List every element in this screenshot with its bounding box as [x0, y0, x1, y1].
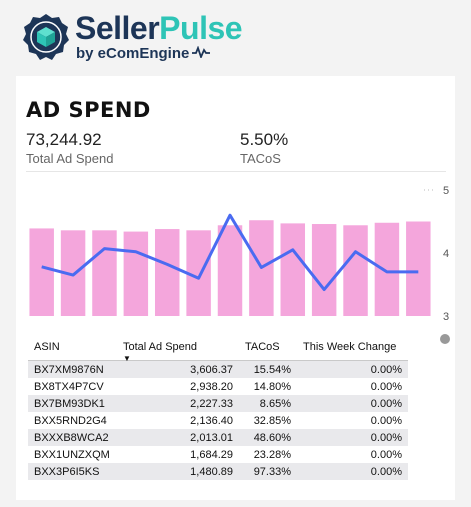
card-title: AD SPEND	[26, 98, 151, 122]
column-header-tacos[interactable]: TACoS	[239, 334, 297, 361]
tacos-label: TACoS	[240, 151, 281, 166]
sort-descending-icon: ▼	[123, 354, 131, 363]
cell-week-change: 0.00%	[297, 378, 408, 395]
column-header-asin[interactable]: ASIN	[28, 334, 117, 361]
cell-total-ad-spend: 3,606.37	[117, 360, 239, 378]
pulse-wave-icon	[192, 45, 211, 63]
cell-asin: BXXXB8WCA2	[28, 429, 117, 446]
cell-asin: BX7BM93DK1	[28, 395, 117, 412]
cell-tacos: 32.85%	[239, 412, 297, 429]
y-axis-tick-label: 4	[443, 248, 449, 260]
table-row[interactable]: BX7BM93DK1 2,227.33 8.65% 0.00%	[28, 395, 408, 412]
cell-tacos: 14.80%	[239, 378, 297, 395]
ad-spend-chart[interactable]: 5 4 3	[16, 180, 455, 330]
chart-bar[interactable]	[217, 225, 243, 316]
cell-tacos: 97.33%	[239, 463, 297, 480]
brand-part-seller: Seller	[75, 10, 160, 46]
chart-bar[interactable]	[154, 229, 180, 316]
total-ad-spend-label: Total Ad Spend	[26, 151, 114, 166]
cell-total-ad-spend: 2,227.33	[117, 395, 239, 412]
total-ad-spend-value: 73,244.92	[26, 130, 102, 149]
table-row[interactable]: BXX3P6I5KS 1,480.89 97.33% 0.00%	[28, 463, 408, 480]
chart-bar[interactable]	[123, 231, 149, 316]
y-axis-tick-label: 3	[443, 311, 449, 323]
chart-bar[interactable]	[29, 228, 54, 316]
tacos-value: 5.50%	[240, 130, 289, 149]
byline-text: by eComEngine	[76, 45, 190, 62]
cell-tacos: 8.65%	[239, 395, 297, 412]
chart-bar[interactable]	[280, 223, 306, 316]
cube-gear-icon	[22, 12, 70, 62]
column-header-total-ad-spend[interactable]: Total Ad Spend ▼	[117, 334, 239, 363]
asin-table: ASIN Total Ad Spend ▼ TACoS This Week Ch…	[28, 334, 408, 480]
ad-spend-card: AD SPEND 73,244.92 Total Ad Spend 5.50% …	[16, 76, 455, 500]
chart-bar[interactable]	[406, 221, 431, 317]
chart-bar[interactable]	[92, 230, 117, 316]
cell-week-change: 0.00%	[297, 446, 408, 463]
cell-asin: BX8TX4P7CV	[28, 378, 117, 395]
cell-asin: BX7XM9876N	[28, 360, 117, 378]
cell-asin: BXX3P6I5KS	[28, 463, 117, 480]
column-header-week-change[interactable]: This Week Change	[297, 334, 408, 361]
cell-total-ad-spend: 1,480.89	[117, 463, 239, 480]
table-row[interactable]: BXXXB8WCA2 2,013.01 48.60% 0.00%	[28, 429, 408, 446]
cell-total-ad-spend: 2,013.01	[117, 429, 239, 446]
chart-bar[interactable]	[343, 225, 368, 316]
table-row[interactable]: BX7XM9876N 3,606.37 15.54% 0.00%	[28, 360, 408, 378]
brand-name: SellerPulse	[75, 10, 243, 46]
cell-total-ad-spend: 2,136.40	[117, 412, 239, 429]
table-header-row: ASIN Total Ad Spend ▼ TACoS This Week Ch…	[28, 334, 408, 363]
kpi-divider	[26, 171, 446, 172]
cell-asin: BXX5RND2G4	[28, 412, 117, 429]
cell-week-change: 0.00%	[297, 429, 408, 446]
cell-total-ad-spend: 1,684.29	[117, 446, 239, 463]
cell-week-change: 0.00%	[297, 395, 408, 412]
y-axis-tick-label: 5	[443, 185, 449, 197]
table-row[interactable]: BXX1UNZXQM 1,684.29 23.28% 0.00%	[28, 446, 408, 463]
cell-tacos: 23.28%	[239, 446, 297, 463]
column-header-total-ad-spend-label: Total Ad Spend	[123, 341, 198, 353]
cell-week-change: 0.00%	[297, 463, 408, 480]
scroll-indicator[interactable]	[440, 334, 450, 344]
chart-bar[interactable]	[311, 224, 337, 316]
cell-asin: BXX1UNZXQM	[28, 446, 117, 463]
table-row[interactable]: BXX5RND2G4 2,136.40 32.85% 0.00%	[28, 412, 408, 429]
app-header: SellerPulse by eComEngine	[0, 0, 471, 76]
chart-bar[interactable]	[374, 222, 400, 316]
cell-tacos: 15.54%	[239, 360, 297, 378]
cell-week-change: 0.00%	[297, 412, 408, 429]
cell-tacos: 48.60%	[239, 429, 297, 446]
brand-part-pulse: Pulse	[159, 10, 243, 46]
cell-week-change: 0.00%	[297, 360, 408, 378]
brand-byline: by eComEngine	[76, 45, 211, 63]
table-row[interactable]: BX8TX4P7CV 2,938.20 14.80% 0.00%	[28, 378, 408, 395]
chart-line-series	[41, 213, 419, 292]
cell-total-ad-spend: 2,938.20	[117, 378, 239, 395]
